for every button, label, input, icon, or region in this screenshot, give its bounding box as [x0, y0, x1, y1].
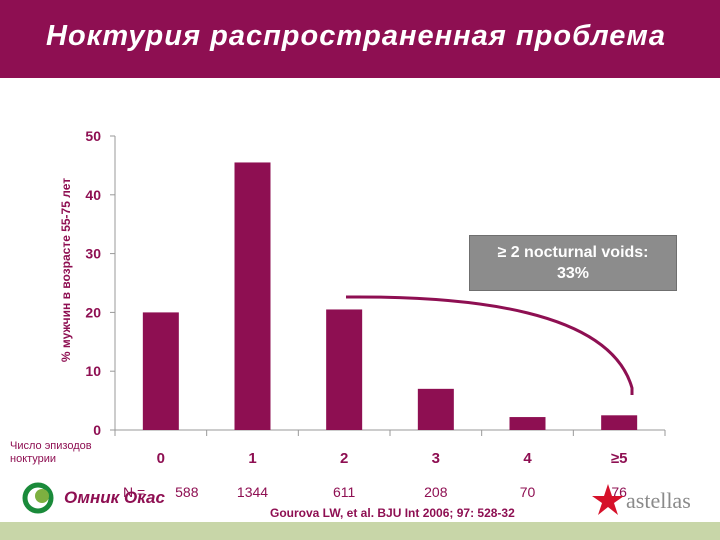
page-title: Ноктурия распространенная проблема — [46, 20, 667, 52]
y-tick-label: 30 — [85, 246, 101, 262]
omnik-logo-text: Омник Окас — [64, 488, 165, 507]
x-tick-label: 4 — [523, 450, 532, 467]
x-tick-label: 1 — [248, 450, 256, 467]
n-count-label: 1344 — [237, 484, 268, 500]
y-tick-label: 10 — [85, 363, 101, 379]
x-tick-label: 0 — [157, 450, 165, 467]
bar — [417, 388, 454, 430]
annotation-text: ≥ 2 nocturnal voids: 33% — [497, 244, 649, 282]
y-tick-label: 20 — [85, 304, 101, 320]
x-tick-label: 3 — [432, 450, 440, 467]
bar — [326, 309, 363, 430]
omnik-logo-icon — [22, 482, 54, 514]
astellas-star-icon — [592, 484, 624, 515]
n-prefix-label: N = — [123, 484, 145, 500]
citation: Gourova LW, et al. BJU Int 2006; 97: 528… — [270, 506, 515, 520]
y-tick-label: 0 — [93, 422, 101, 438]
astellas-logo: astellas — [590, 482, 715, 522]
x-tick-label: ≥5 — [611, 450, 628, 467]
y-tick-label: 50 — [85, 128, 101, 144]
n-count-label: 70 — [520, 484, 536, 500]
y-tick-label: 40 — [85, 187, 101, 203]
omnik-okas-logo: Омник Окас — [20, 478, 170, 518]
n-count-label: 611 — [333, 484, 356, 500]
footer-band — [0, 522, 720, 540]
x-tick-label: 2 — [340, 450, 348, 467]
bar — [234, 162, 271, 430]
bar — [509, 417, 546, 430]
bar — [142, 312, 179, 430]
n-count-label: 208 — [424, 484, 448, 500]
x-axis-label: Число эпизодов ноктурии — [10, 440, 92, 465]
title-bar: Ноктурия распространенная проблема — [0, 0, 720, 78]
annotation-box: ≥ 2 nocturnal voids: 33% — [469, 235, 677, 291]
bar — [601, 415, 638, 430]
bracket-curve — [345, 295, 634, 395]
astellas-logo-text: astellas — [626, 488, 691, 513]
n-count-label: 588 — [175, 484, 199, 500]
